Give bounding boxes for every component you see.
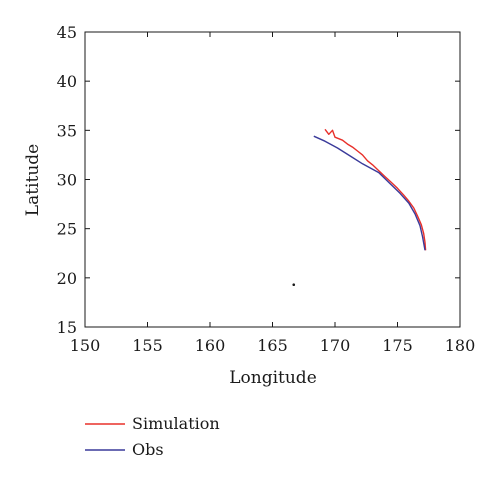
x-tick-label: 160 (195, 336, 226, 355)
y-tick-label: 45 (57, 23, 77, 42)
ticks-group: 150 155 160 165 170 175 180 15 20 25 30 35 40 45 (57, 23, 476, 355)
y-tick-label: 30 (57, 171, 77, 190)
x-tick-label: 155 (132, 336, 163, 355)
x-tick-label: 180 (445, 336, 476, 355)
x-tick-label: 175 (382, 336, 413, 355)
x-tick-label: 170 (320, 336, 351, 355)
legend-label-obs: Obs (132, 440, 164, 459)
x-axis-label: Longitude (229, 368, 317, 388)
plot-area (84, 31, 461, 328)
x-tick-label: 165 (257, 336, 288, 355)
y-tick-label: 25 (57, 220, 77, 239)
plot-frame (84, 31, 461, 328)
y-tick-label: 40 (57, 72, 77, 91)
y-tick-label: 20 (57, 269, 77, 288)
legend: Simulation Obs (85, 414, 220, 459)
series-group (292, 128, 427, 287)
y-axis-label: Latitude (23, 144, 43, 216)
series-line-simulation (324, 128, 427, 251)
legend-label-simulation: Simulation (132, 414, 220, 433)
point-marker (292, 283, 296, 287)
series-line-obs (313, 135, 426, 251)
x-tick-label: 150 (70, 336, 101, 355)
y-tick-label: 35 (57, 121, 77, 140)
y-tick-label: 15 (57, 318, 77, 337)
